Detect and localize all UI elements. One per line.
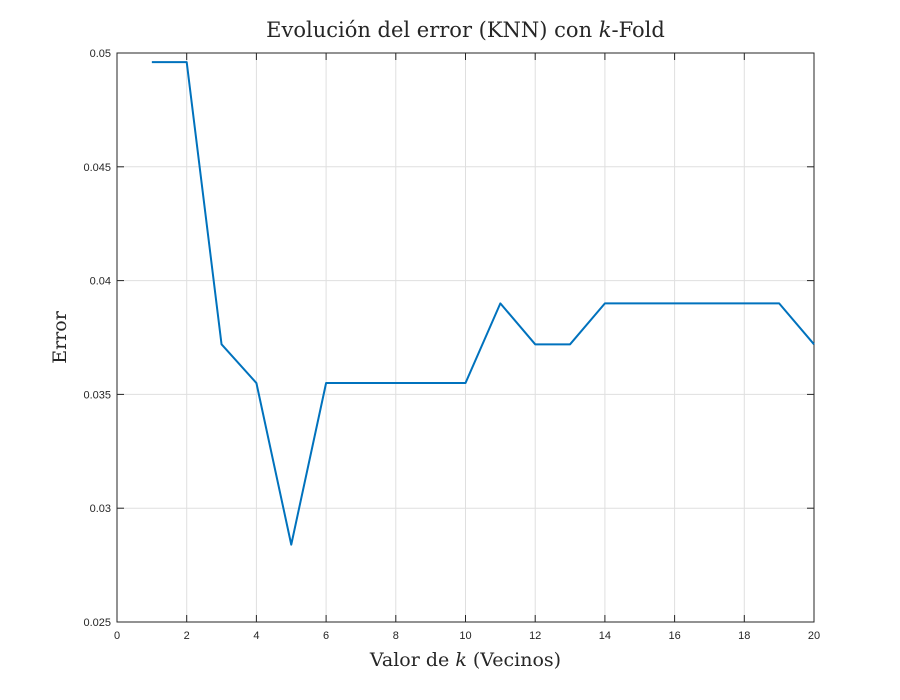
y-tick-label: 0.045 [83,162,111,174]
tick-layer: 0 2 4 6 8 10 12 14 16 18 20 0.025 0.03 0.035 0.04 0.045… [83,48,820,642]
x-tick-label: 6 [323,630,329,642]
x-axis-label: Valor de k (Vecinos) [369,649,561,671]
y-axis-label: Error [49,310,71,363]
x-tick-label: 2 [184,630,190,642]
x-tick-label: 12 [529,630,541,642]
x-tick-label: 10 [459,630,471,642]
y-tick-label: 0.03 [90,503,111,515]
x-tick-label: 0 [114,630,120,642]
y-tick-label: 0.035 [83,389,111,401]
x-tick-label: 14 [599,630,611,642]
x-tick-label: 8 [393,630,399,642]
x-tick-label: 18 [738,630,750,642]
data-layer [151,61,815,546]
series-line [151,61,815,546]
y-tick-label: 0.04 [90,276,111,288]
x-tick-label: 4 [253,630,259,642]
x-tick-label: 16 [668,630,680,642]
y-tick-label: 0.05 [90,48,111,60]
chart-title: Evolución del error (KNN) con k-Fold [266,18,665,42]
y-tick-label: 0.025 [83,617,111,629]
x-tick-label: 20 [808,630,820,642]
